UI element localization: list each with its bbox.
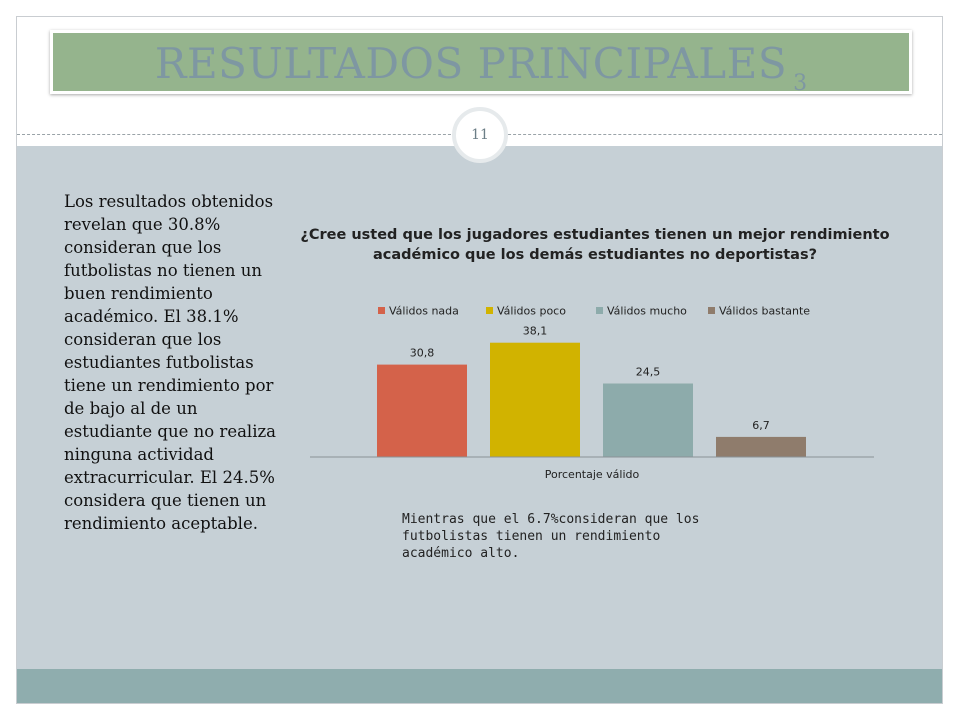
slide-frame — [16, 16, 943, 704]
legend-label: Válidos poco — [497, 305, 566, 318]
chart-title: ¿Cree usted que los jugadores estudiante… — [300, 227, 890, 263]
legend-label: Válidos mucho — [607, 305, 687, 318]
chart-bars: 30,8 38,1 24,5 6,7 — [377, 325, 806, 457]
page-number: 11 — [452, 107, 508, 163]
bar — [490, 342, 580, 457]
legend-swatch — [596, 307, 603, 314]
x-axis-label: Porcentaje válido — [545, 468, 640, 481]
data-label: 30,8 — [410, 347, 435, 360]
legend-swatch — [378, 307, 385, 314]
data-label: 38,1 — [523, 325, 548, 338]
legend-label: Válidos bastante — [719, 305, 810, 318]
legend-swatch — [708, 307, 715, 314]
bar — [377, 364, 467, 457]
slide-title: RESULTADOS PRINCIPALES — [154, 39, 788, 88]
slide-title-suffix: 3 — [793, 71, 808, 96]
legend-label: Válidos nada — [389, 305, 459, 318]
chart: ¿Cree usted que los jugadores estudiante… — [300, 195, 890, 495]
data-label: 24,5 — [636, 366, 661, 379]
note-text: Mientras que el 6.7%consideran que los f… — [402, 512, 700, 561]
legend-swatch — [486, 307, 493, 314]
bar — [603, 383, 693, 457]
chart-legend: Válidos nada Válidos poco Válidos mucho Vál… — [378, 305, 810, 318]
bar — [716, 436, 806, 457]
title-bar: RESULTADOS PRINCIPALES 3 — [50, 30, 912, 96]
data-label: 6,7 — [752, 419, 770, 432]
left-paragraph: Los resultados obtenidos revelan que 30.… — [64, 192, 277, 533]
chart-svg: Válidos nada Válidos poco Válidos mucho Vál… — [310, 305, 874, 481]
footer-bar — [17, 669, 942, 703]
